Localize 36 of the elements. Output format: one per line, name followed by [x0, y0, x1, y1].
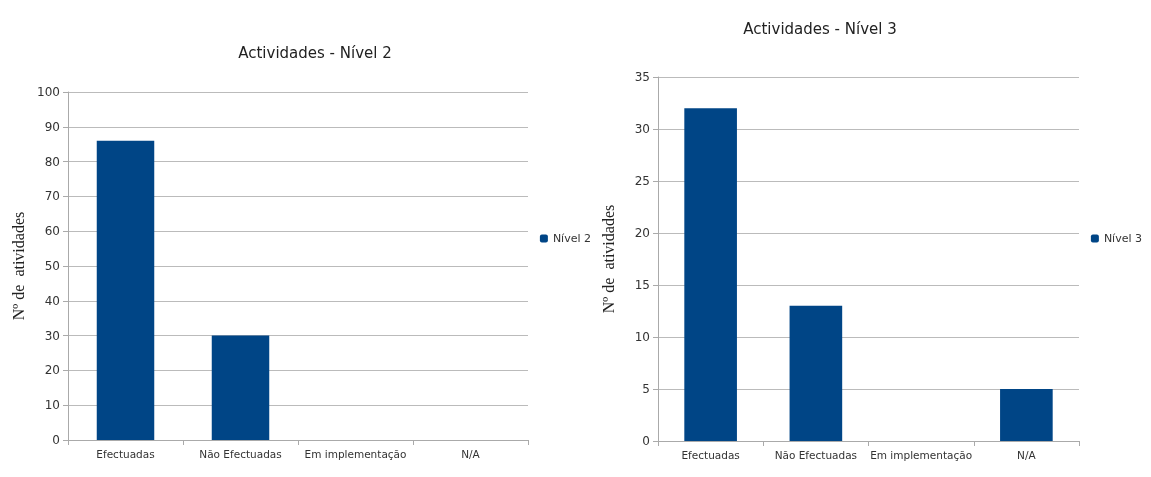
x-tick-label: Em implementação — [304, 447, 407, 460]
legend-label: Nível 3 — [1103, 232, 1143, 245]
x-tick-label: N/A — [1017, 448, 1037, 461]
bar — [1000, 389, 1053, 441]
x-tick-label: Efectuadas — [96, 447, 155, 460]
chart-title: Actividades - Nível 3 — [743, 19, 897, 38]
y-tick-label: 10 — [44, 398, 60, 413]
x-tick-label: Não Efectuadas — [774, 448, 858, 461]
y-tick-label: 0 — [642, 434, 650, 448]
y-tick-label: 40 — [44, 293, 60, 308]
y-tick-label: 20 — [44, 363, 60, 378]
y-tick-label: 70 — [44, 189, 60, 204]
y-tick-label: 30 — [44, 328, 60, 343]
bar — [684, 108, 737, 441]
y-tick-label: 10 — [634, 330, 650, 344]
y-tick-label: 15 — [634, 278, 650, 292]
y-tick-label: 80 — [44, 154, 60, 169]
x-tick-label: Efectuadas — [681, 448, 740, 461]
chart-title: Actividades - Nível 2 — [238, 43, 392, 62]
bar — [789, 305, 843, 441]
y-tick-label: 20 — [634, 226, 650, 240]
x-tick-label: N/A — [461, 447, 481, 460]
y-tick-label: 25 — [634, 174, 650, 188]
y-axis-title: Nº de atividades — [9, 211, 27, 321]
y-tick-label: 5 — [642, 382, 650, 396]
y-tick-label: 35 — [634, 70, 650, 84]
y-tick-label: 30 — [634, 122, 650, 136]
x-tick-label: Em implementação — [870, 448, 973, 461]
y-tick-label: 50 — [44, 259, 60, 273]
x-tick-label: Não Efectuadas — [199, 447, 282, 460]
y-tick-label: 0 — [52, 433, 60, 447]
y-tick-label: 90 — [44, 119, 60, 134]
y-tick-label: 60 — [44, 224, 60, 239]
legend-label: Nível 2 — [552, 232, 592, 245]
y-tick-label: 100 — [37, 85, 60, 99]
y-axis-title: Nº de atividades — [599, 204, 617, 314]
